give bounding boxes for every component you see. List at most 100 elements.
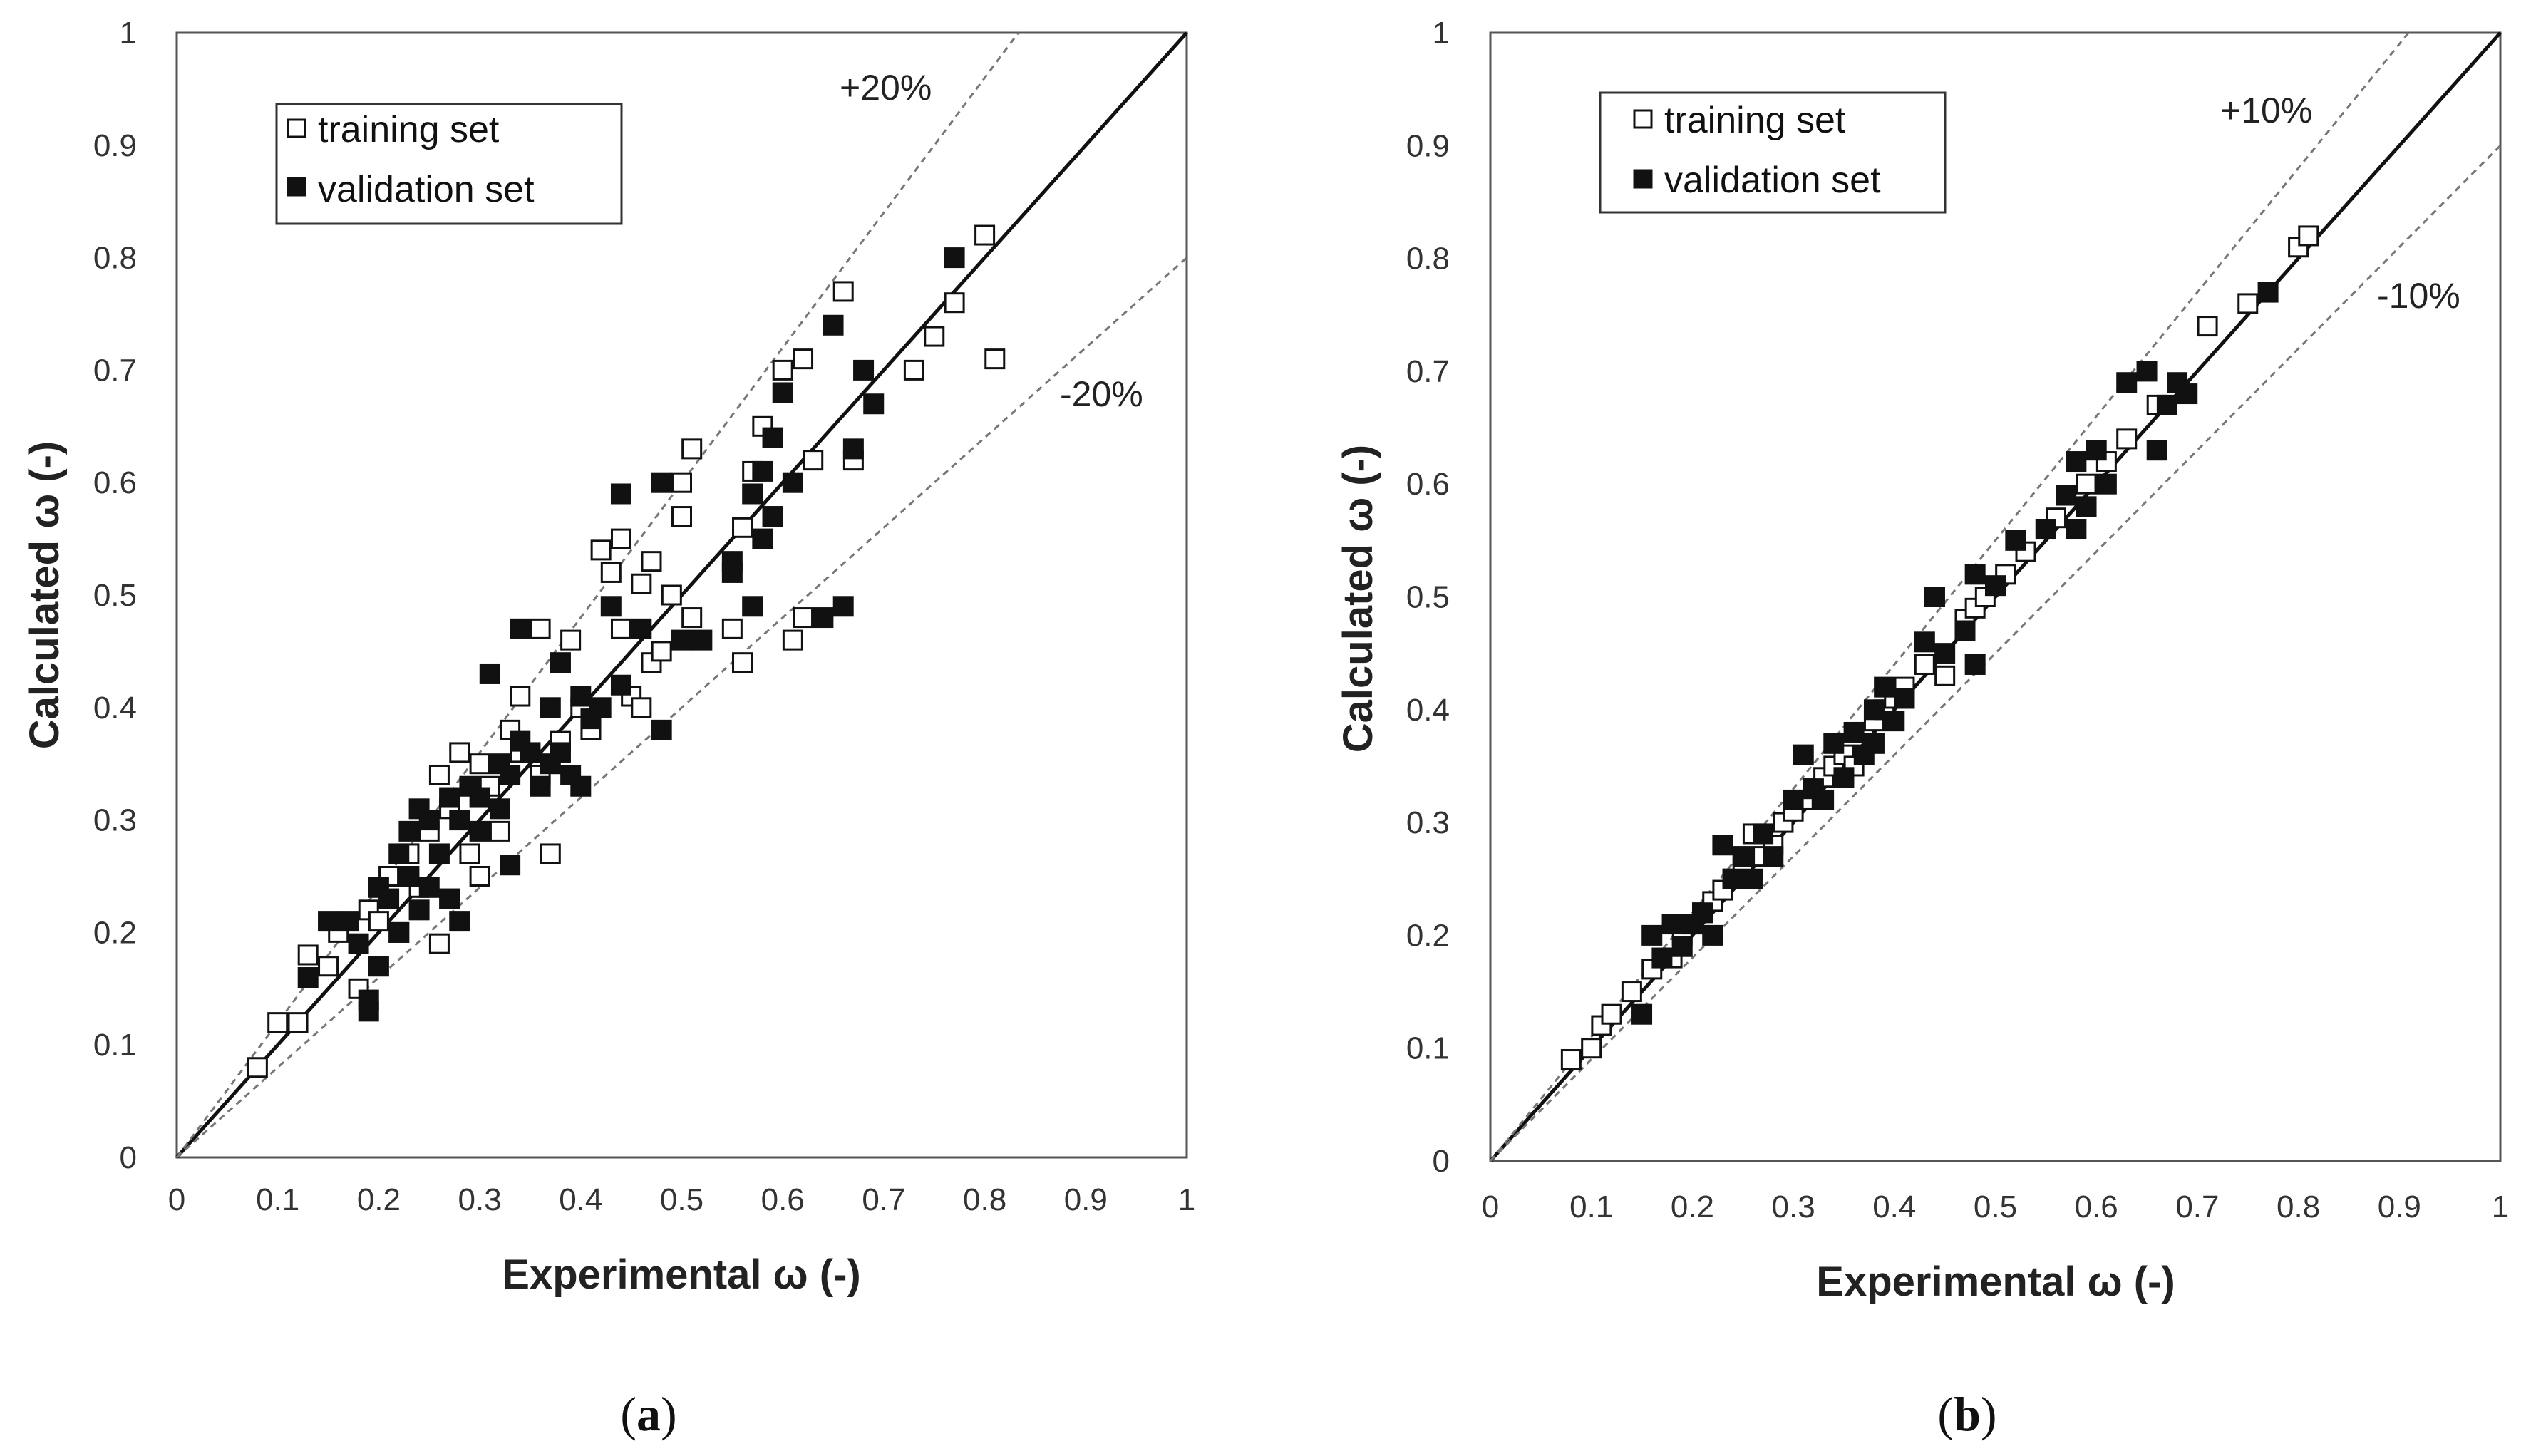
y-tick-label-a: 1: [120, 16, 137, 51]
validation-point-b: [1753, 823, 1774, 845]
validation-point-b: [2056, 485, 2077, 506]
training-point-b: [2197, 316, 2218, 337]
legend-marker-training-a: [287, 118, 306, 138]
validation-point-a: [348, 933, 369, 954]
validation-point-a: [408, 899, 430, 921]
validation-point-a: [500, 855, 521, 876]
training-point-a: [651, 641, 672, 662]
validation-point-b: [1934, 643, 1956, 664]
validation-point-b: [1732, 846, 1753, 867]
y-tick-label-b: 0.9: [1406, 128, 1450, 163]
validation-point-a: [297, 967, 319, 988]
validation-point-b: [1631, 1003, 1653, 1025]
validation-point-b: [1712, 835, 1733, 856]
training-point-a: [661, 584, 682, 606]
validation-point-a: [651, 719, 672, 740]
y-tick-label-b: 0.3: [1406, 805, 1450, 840]
validation-point-a: [388, 843, 410, 864]
training-point-a: [803, 450, 824, 471]
validation-point-a: [600, 596, 622, 617]
x-axis-label-a: Experimental ω (-): [502, 1251, 860, 1298]
x-tick-label-b: 0.3: [1772, 1189, 1815, 1224]
training-point-a: [671, 472, 692, 493]
validation-point-b: [2177, 383, 2198, 405]
y-tick-label-b: 0.5: [1406, 580, 1450, 615]
band-label-plus-b: +10%: [2220, 91, 2312, 130]
validation-point-a: [671, 629, 692, 651]
validation-point-a: [358, 989, 379, 1011]
training-point-b: [2237, 293, 2259, 314]
training-point-a: [721, 618, 743, 639]
validation-point-a: [439, 787, 460, 808]
training-point-b: [1934, 665, 1956, 686]
validation-point-a: [479, 663, 500, 684]
points-b: [1560, 225, 2319, 1070]
validation-point-b: [1964, 654, 1986, 675]
training-point-a: [469, 753, 490, 775]
training-point-a: [368, 911, 389, 932]
validation-point-a: [842, 438, 864, 460]
chart-panel-b: 0 0.1 0.2 0.3 0.4 0.5 0.6 0.7 0.8 0.9 1 0 0.1 0.2 0.3 0…: [1335, 16, 2509, 1441]
x-tick-label-b: 0.8: [2277, 1189, 2320, 1224]
validation-point-a: [449, 911, 470, 932]
legend-label-validation-b: validation set: [1664, 160, 1881, 201]
validation-point-a: [570, 686, 592, 707]
x-tick-label-b: 0.5: [1974, 1189, 2017, 1224]
validation-point-b: [1914, 631, 1935, 653]
validation-point-a: [338, 911, 359, 932]
validation-point-a: [428, 843, 450, 864]
validation-point-a: [510, 618, 531, 639]
validation-point-a: [398, 866, 420, 887]
y-tick-label-b: 0.8: [1406, 242, 1450, 277]
validation-point-b: [1671, 936, 1693, 957]
training-point-a: [267, 1012, 289, 1033]
training-point-a: [782, 629, 803, 651]
legend-marker-validation-b: [1633, 169, 1653, 189]
validation-point-a: [398, 820, 420, 842]
training-point-a: [610, 528, 632, 549]
training-point-a: [984, 348, 1006, 370]
x-tick-label-b: 0.4: [1872, 1189, 1916, 1224]
validation-point-a: [610, 674, 632, 696]
validation-point-b: [1833, 767, 1855, 788]
training-point-a: [560, 629, 582, 651]
training-point-a: [287, 1012, 309, 1033]
x-tick-label-b: 0.7: [2175, 1189, 2219, 1224]
legend-box-a: [275, 103, 623, 225]
validation-point-b: [2005, 530, 2026, 551]
y-tick-label-b: 0.6: [1406, 467, 1450, 502]
validation-point-a: [530, 775, 551, 797]
training-point-a: [974, 224, 996, 246]
training-point-a: [489, 820, 510, 842]
validation-point-a: [449, 810, 470, 831]
training-point-a: [247, 1057, 268, 1078]
validation-point-b: [1813, 789, 1835, 810]
legend-label-validation-a: validation set: [318, 169, 535, 210]
validation-point-b: [1641, 924, 1663, 946]
x-tick-label-a: 0.1: [256, 1182, 299, 1217]
validation-point-a: [550, 652, 571, 673]
legend-b: training set validation set: [1599, 91, 1947, 214]
axis-ticks-b: 0 0.1 0.2 0.3 0.4 0.5 0.6 0.7 0.8 0.9 1 0 0.1 0.2 0.3 0…: [1406, 16, 2509, 1224]
training-point-a: [600, 562, 622, 583]
x-tick-label-a: 1: [1178, 1182, 1195, 1217]
legend-label-training-b: training set: [1664, 100, 1846, 141]
y-tick-label-b: 0: [1433, 1144, 1450, 1179]
x-tick-label-a: 0.4: [559, 1182, 602, 1217]
validation-point-b: [1692, 902, 1713, 924]
training-point-b: [2298, 225, 2319, 247]
training-point-a: [510, 686, 531, 707]
validation-point-b: [1823, 733, 1845, 754]
validation-point-a: [489, 798, 510, 820]
validation-point-a: [610, 483, 632, 505]
legend-marker-training-b: [1633, 109, 1653, 129]
training-point-a: [469, 866, 490, 887]
training-point-b: [1601, 1003, 1622, 1025]
y-tick-label-a: 0.8: [93, 241, 137, 276]
x-tick-label-b: 0.1: [1569, 1189, 1613, 1224]
validation-point-b: [1894, 688, 1915, 709]
validation-point-a: [752, 460, 773, 482]
validation-point-a: [540, 697, 561, 718]
training-point-a: [297, 944, 319, 966]
validation-point-a: [631, 618, 652, 639]
